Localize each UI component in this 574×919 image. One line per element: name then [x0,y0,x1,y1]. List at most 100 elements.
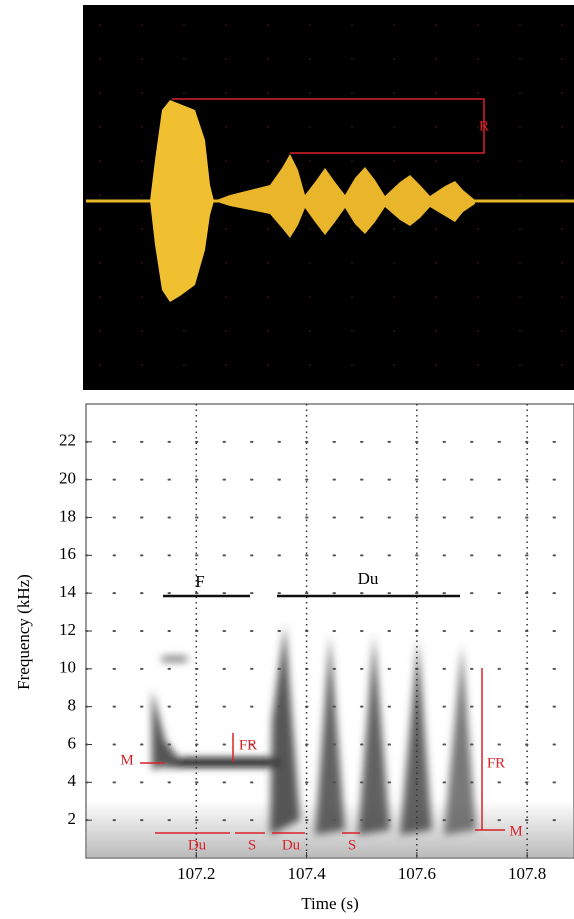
grid-dot [141,92,143,94]
r-bracket [172,98,485,154]
y-tick-label: 12 [59,620,76,639]
grid-dot [267,126,269,128]
annotation: Du [188,837,207,853]
grid-dot [309,364,311,366]
grid-dot [225,296,227,298]
grid-dot [561,296,563,298]
grid-dot [561,228,563,230]
grid-dot [183,296,185,298]
grid-dot [561,194,563,196]
grid-dot [435,296,437,298]
x-tick-label: 107.2 [177,864,215,883]
grid-dot [435,160,437,162]
grid-dot [519,58,521,60]
grid-dot [477,228,479,230]
grid-dot [351,24,353,26]
grid-dot [267,92,269,94]
grid-dot [393,262,395,264]
grid-dot [435,330,437,332]
grid-dot [225,58,227,60]
grid-dot [477,24,479,26]
y-tick-label: 18 [59,506,76,525]
energy [400,640,432,835]
grid-dot [267,262,269,264]
grid-dot [435,92,437,94]
grid-dot [99,228,101,230]
grid-dot [99,364,101,366]
grid-dot [99,126,101,128]
grid-dot [267,24,269,26]
annotation: Du [282,837,301,853]
annotation: M [509,823,522,839]
axes: 2 4 6 8 10 12 14 16 18 20 22 107.2 107.4 107.6 107.8 [59,404,574,883]
y-axis-label: Frequency (kHz) [14,574,33,690]
grid-dot [561,58,563,60]
waveform-pulses [214,154,475,238]
grid-dot [351,330,353,332]
grid-dot [435,262,437,264]
grid-dot [393,24,395,26]
grid-dot [99,262,101,264]
grid-dot [225,24,227,26]
grid-dot [225,194,227,196]
grid-dot [519,160,521,162]
grid-dot [519,126,521,128]
grid-dot [477,330,479,332]
grid-dot [393,228,395,230]
grid-dot [267,228,269,230]
waveform-panel: R [83,5,574,390]
energy [270,625,300,835]
grid-dot [435,58,437,60]
grid-dot [183,364,185,366]
grid-dot [99,194,101,196]
grid-dot [141,24,143,26]
grid-dot [267,58,269,60]
grid-dot [477,296,479,298]
annotation: F [195,572,204,591]
energy [155,758,280,767]
annotation: Du [358,569,379,588]
grid-dot [183,92,185,94]
grid-dot [561,24,563,26]
grid-dot [393,160,395,162]
grid-dot [141,58,143,60]
grid-dot [141,228,143,230]
grid-dot [309,160,311,162]
grid-dot [225,228,227,230]
grid-dot [561,330,563,332]
grid-dot [477,194,479,196]
grid-dot [519,92,521,94]
grid-dot [99,24,101,26]
grid-dot [477,364,479,366]
grid-dot [351,58,353,60]
grid-dot [519,194,521,196]
grid-dot [351,126,353,128]
x-axis-label: Time (s) [301,894,358,913]
grid-dot [267,296,269,298]
spectrogram-energy [152,625,476,835]
grid-dot [519,364,521,366]
grid-dot [519,296,521,298]
grid-dot [351,92,353,94]
grid-dot [225,92,227,94]
y-tick-label: 8 [68,696,77,715]
energy [152,690,180,770]
grid-dot [309,58,311,60]
grid-dot [477,58,479,60]
grid-dot [351,262,353,264]
annotation: FR [487,755,505,771]
grid-dot [519,262,521,264]
grid-dot [309,330,311,332]
waveform-grid [99,24,563,366]
y-tick-label: 20 [59,469,76,488]
grid-dot [99,296,101,298]
grid-dot [393,126,395,128]
grid-dot [351,228,353,230]
grid-dot [519,330,521,332]
grid-dot [393,364,395,366]
grid-dot [561,126,563,128]
energy [315,635,345,835]
waveform-burst [150,100,214,302]
grid-dot [99,58,101,60]
